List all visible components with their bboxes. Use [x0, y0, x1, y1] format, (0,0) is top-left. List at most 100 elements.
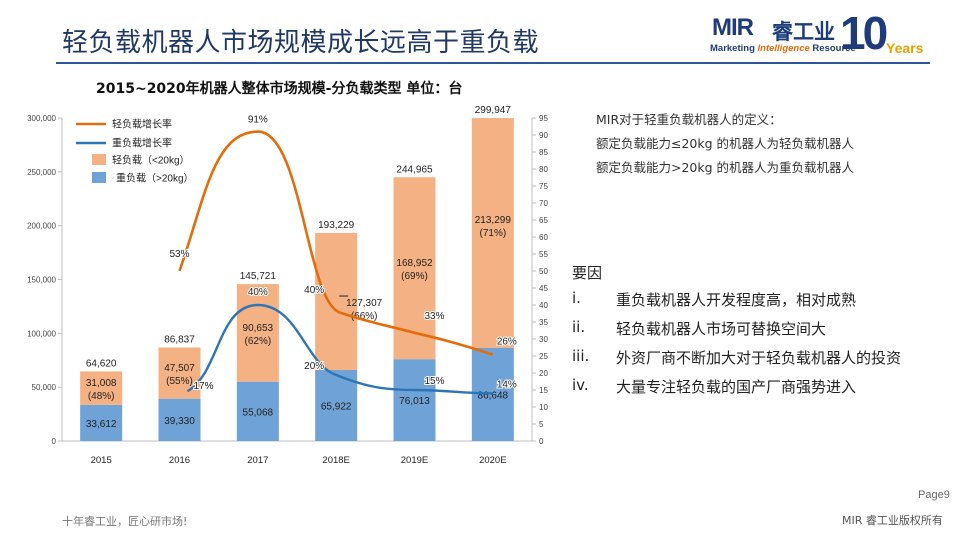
reasons-title: 要因: [572, 264, 603, 282]
reason-number: iii.: [572, 347, 590, 365]
heavy-growth-label: 20%: [304, 361, 324, 372]
y-tick-label: 0: [52, 437, 57, 446]
x-tick-label: 2016: [169, 455, 190, 466]
light-value-label: 168,952: [396, 258, 433, 269]
heavy-growth-label: 17%: [193, 381, 213, 392]
footer-copyright: MIR 睿工业版权所有: [842, 514, 943, 527]
heavy-value-label: 55,068: [243, 407, 274, 418]
definition-block: MIR对于轻重负载机器人的定义： 额定负载能力≤20kg 的机器人为轻负载机器人…: [596, 108, 854, 180]
light-share-label: (62%): [244, 336, 271, 347]
y2-tick-label: 35: [539, 318, 548, 327]
heavy-load-bar: [315, 370, 358, 441]
heavy-value-label: 65,922: [321, 402, 352, 413]
title-divider: [56, 62, 930, 64]
footer-slogan: 十年睿工业，匠心研市场!: [62, 515, 188, 528]
light-share-label: (71%): [479, 228, 506, 239]
light-value-label: 213,299: [475, 215, 512, 226]
y2-tick-label: 30: [539, 335, 548, 344]
light-load-bar: [236, 284, 279, 382]
reason-text: 外资厂商不断加大对于轻负载机器人的投资: [616, 349, 902, 367]
reason-number: ii.: [572, 318, 586, 336]
y2-tick-label: 85: [539, 148, 548, 157]
mir-logo: MIR 睿工业 Marketing Intelligence Resource …: [708, 7, 928, 59]
heavy-value-label: 39,330: [164, 416, 195, 427]
light-value-label: 90,653: [243, 323, 274, 334]
reason-item: ii. 轻负载机器人市场可替换空间大: [572, 318, 826, 347]
heavy-growth-label: 14%: [497, 379, 517, 390]
light-share-label: (69%): [401, 271, 428, 282]
logo-ten: 10: [840, 7, 888, 59]
legend-heavy-growth-label: 重负载增长率: [112, 137, 172, 150]
light-growth-label: 33%: [424, 311, 444, 322]
reason-text: 轻负载机器人市场可替换空间大: [616, 320, 827, 338]
light-load-bar: [471, 118, 514, 348]
legend-heavy-bar-swatch: [92, 172, 106, 183]
x-tick-label: 2019E: [401, 455, 428, 466]
light-share-label: (55%): [166, 376, 193, 387]
legend-light-bar-swatch: [92, 154, 106, 165]
y-tick-label: 300,000: [27, 114, 56, 123]
heavy-growth-label: 40%: [248, 287, 268, 298]
light-load-bar: [80, 371, 123, 405]
light-value-label: 47,507: [164, 363, 195, 374]
y2-tick-label: 90: [539, 131, 548, 140]
heavy-load-bar: [393, 359, 436, 441]
x-tick-label: 2015: [91, 455, 112, 466]
light-growth-label: 40%: [304, 285, 324, 296]
y2-tick-label: 70: [539, 199, 548, 208]
y2-tick-label: 60: [539, 233, 548, 242]
total-value-label: 244,965: [396, 164, 433, 175]
total-value-label: 145,721: [240, 271, 277, 282]
light-load-bar: [158, 347, 201, 399]
total-value-label: 86,837: [164, 335, 195, 346]
page-title: 轻负载机器人市场规模成长远高于重负载: [62, 28, 540, 58]
legend-light-bar-label: 轻负载（<20kg）: [112, 154, 190, 167]
reasons-block: 要因 i. 重负载机器人开发程度高，相对成熟 ii. 轻负载机器人市场可替换空间…: [572, 262, 901, 405]
x-tick-label: 2017: [247, 455, 268, 466]
logo-mir-text: MIR: [712, 14, 754, 41]
y2-tick-label: 65: [539, 216, 548, 225]
light-share-label: (48%): [88, 391, 115, 402]
definition-line-2: 额定负载能力≤20kg 的机器人为轻负载机器人: [596, 136, 855, 151]
y2-tick-label: 10: [539, 403, 548, 412]
y2-tick-label: 45: [539, 284, 548, 293]
reason-number: i.: [572, 289, 581, 307]
total-value-label: 64,620: [86, 358, 117, 369]
y2-tick-label: 20: [539, 369, 548, 378]
y-tick-label: 200,000: [27, 222, 56, 231]
reason-item: iii. 外资厂商不断加大对于轻负载机器人的投资: [572, 347, 901, 376]
light-growth-line: [178, 130, 494, 356]
light-share-label: (66%): [351, 311, 378, 322]
legend-heavy-bar-label: 重负载（>20kg）: [116, 172, 194, 185]
y-tick-label: 250,000: [27, 168, 56, 177]
y2-tick-label: 0: [539, 437, 544, 446]
y-tick-label: 100,000: [27, 329, 56, 338]
definition-line-1: MIR对于轻重负载机器人的定义：: [596, 112, 782, 127]
y2-tick-label: 55: [539, 250, 548, 259]
definition-line-3: 额定负载能力>20kg 的机器人为重负载机器人: [596, 160, 855, 175]
reason-number: iv.: [572, 376, 589, 394]
logo-tagline: Marketing Intelligence Resource: [710, 43, 856, 54]
x-tick-label: 2018E: [322, 455, 349, 466]
light-value-label: 31,008: [86, 378, 117, 389]
y-tick-label: 50,000: [32, 383, 57, 392]
y2-tick-label: 95: [539, 114, 548, 123]
heavy-load-bar: [471, 347, 514, 441]
page-number: Page9: [918, 489, 950, 501]
light-growth-label: 91%: [248, 115, 268, 126]
reason-item: i. 重负载机器人开发程度高，相对成熟: [572, 289, 856, 318]
light-value-label: 127,307: [346, 298, 383, 309]
heavy-growth-label: 15%: [424, 376, 444, 387]
light-growth-label: 53%: [169, 249, 189, 260]
y2-tick-label: 80: [539, 165, 548, 174]
heavy-value-label: 33,612: [86, 419, 117, 430]
legend-light-growth-label: 轻负载增长率: [112, 118, 172, 131]
reason-item: iv. 大量专注轻负载的国产厂商强势进入: [572, 376, 856, 405]
light-load-bar: [315, 232, 358, 371]
reason-text: 大量专注轻负载的国产厂商强势进入: [616, 378, 857, 396]
y2-tick-label: 5: [539, 420, 544, 429]
y2-tick-label: 25: [539, 352, 548, 361]
y2-tick-label: 50: [539, 267, 548, 276]
y2-tick-label: 40: [539, 301, 548, 310]
